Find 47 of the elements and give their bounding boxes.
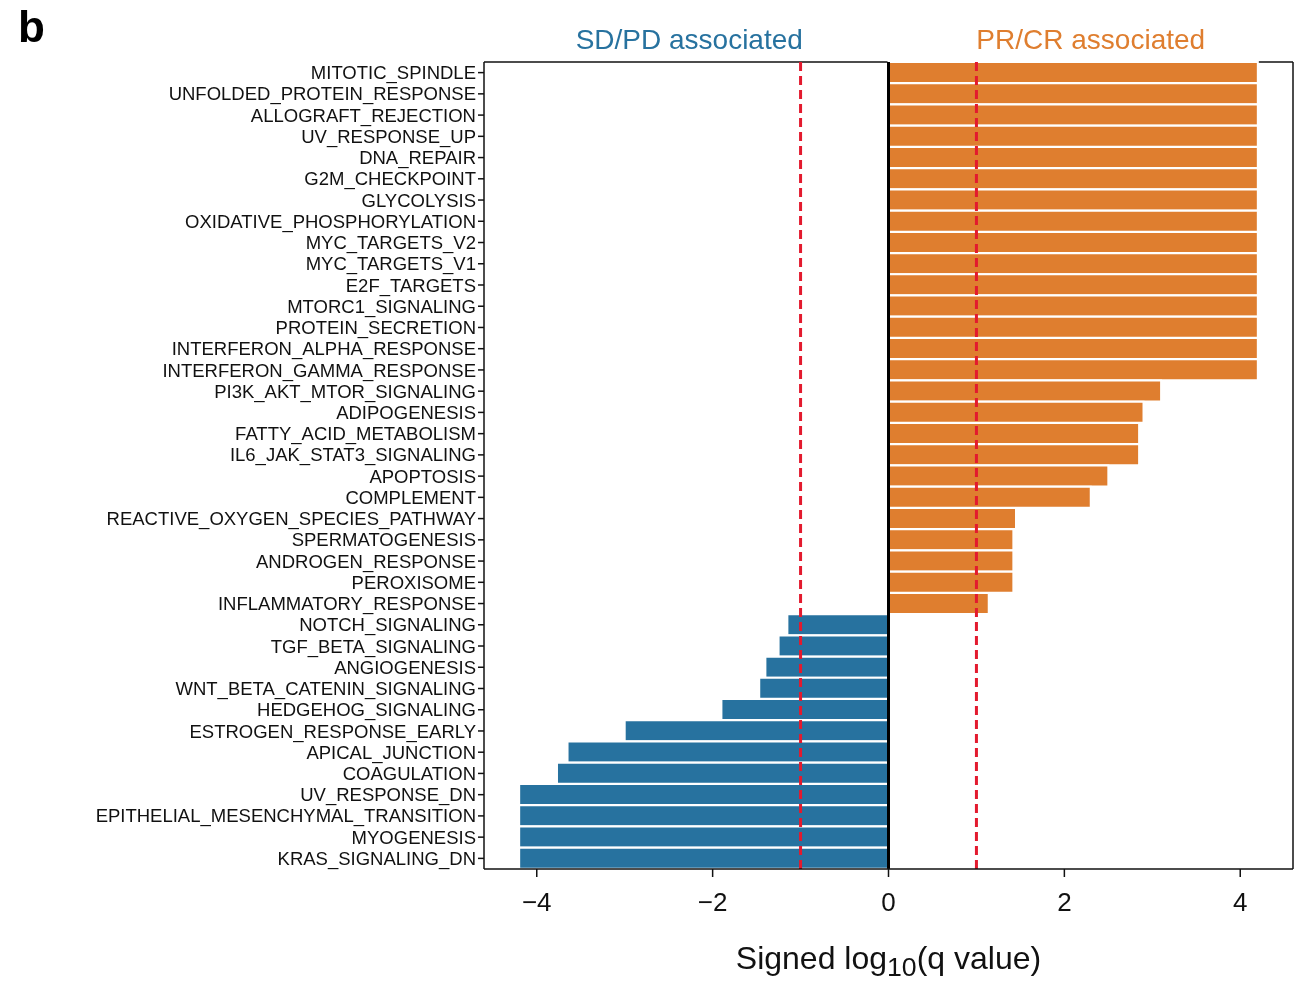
- y-tick-label: HEDGEHOG_SIGNALING: [257, 699, 476, 722]
- y-tick-label: MYC_TARGETS_V2: [305, 232, 476, 255]
- y-tick-label: OXIDATIVE_PHOSPHORYLATION: [185, 210, 476, 233]
- text: SD/PD associated: [575, 24, 803, 56]
- text: PR/CR associated: [976, 24, 1206, 56]
- y-tick-label: EPITHELIAL_MESENCHYMAL_TRANSITION: [95, 805, 476, 828]
- y-tick-label: DNA_REPAIR: [359, 147, 476, 170]
- y-tick-label: UV_RESPONSE_UP: [301, 125, 476, 148]
- y-tick-label: KRAS_SIGNALING_DN: [277, 847, 476, 870]
- y-tick-label: WNT_BETA_CATENIN_SIGNALING: [175, 678, 476, 701]
- y-tick-label: GLYCOLYSIS: [361, 189, 476, 211]
- y-tick-label: FATTY_ACID_METABOLISM: [235, 423, 476, 446]
- y-tick-label: ANDROGEN_RESPONSE: [256, 550, 476, 573]
- y-tick-label: INFLAMMATORY_RESPONSE: [217, 593, 476, 616]
- x-tick-label: −2: [697, 887, 728, 918]
- y-tick-label: E2F_TARGETS: [345, 274, 476, 297]
- y-tick-label: MYOGENESIS: [351, 826, 476, 848]
- y-tick-label: MITOTIC_SPINDLE: [310, 62, 476, 85]
- x-tick-label: −4: [521, 887, 552, 918]
- y-tick-label: SPERMATOGENESIS: [291, 529, 476, 551]
- y-tick-label: G2M_CHECKPOINT: [304, 168, 476, 191]
- y-tick-label: INTERFERON_GAMMA_RESPONSE: [162, 359, 476, 382]
- y-tick-label: PROTEIN_SECRETION: [275, 317, 476, 340]
- y-tick-label: MYC_TARGETS_V1: [305, 253, 476, 276]
- y-tick-label: ESTROGEN_RESPONSE_EARLY: [189, 720, 476, 743]
- y-tick-label: IL6_JAK_STAT3_SIGNALING: [229, 444, 476, 467]
- y-tick-label: NOTCH_SIGNALING: [299, 614, 476, 637]
- text: b: [18, 2, 45, 52]
- y-tick-label: ALLOGRAFT_REJECTION: [250, 104, 476, 127]
- y-tick-label: APICAL_JUNCTION: [306, 741, 476, 764]
- y-tick-label: PEROXISOME: [351, 571, 476, 593]
- y-tick-label: UNFOLDED_PROTEIN_RESPONSE: [168, 83, 476, 106]
- x-tick-label: 4: [1233, 887, 1248, 918]
- y-tick-label: UV_RESPONSE_DN: [300, 784, 476, 807]
- y-tick-label: ADIPOGENESIS: [336, 401, 476, 423]
- y-tick-label: REACTIVE_OXYGEN_SPECIES_PATHWAY: [106, 508, 476, 531]
- y-tick-label: INTERFERON_ALPHA_RESPONSE: [171, 338, 476, 361]
- y-tick-label: MTORC1_SIGNALING: [287, 295, 476, 318]
- y-tick-label: APOPTOSIS: [369, 465, 476, 487]
- x-tick-label: 2: [1057, 887, 1072, 918]
- y-tick-label: PI3K_AKT_MTOR_SIGNALING: [214, 380, 476, 403]
- y-tick-label: COMPLEMENT: [345, 486, 476, 508]
- x-tick-label: 0: [881, 887, 896, 918]
- y-tick-label: TGF_BETA_SIGNALING: [270, 635, 476, 658]
- y-tick-label: ANGIOGENESIS: [334, 656, 476, 678]
- x-axis-title: Signed log$_{10}$(q value): [735, 940, 1042, 983]
- y-tick-label: COAGULATION: [342, 763, 476, 784]
